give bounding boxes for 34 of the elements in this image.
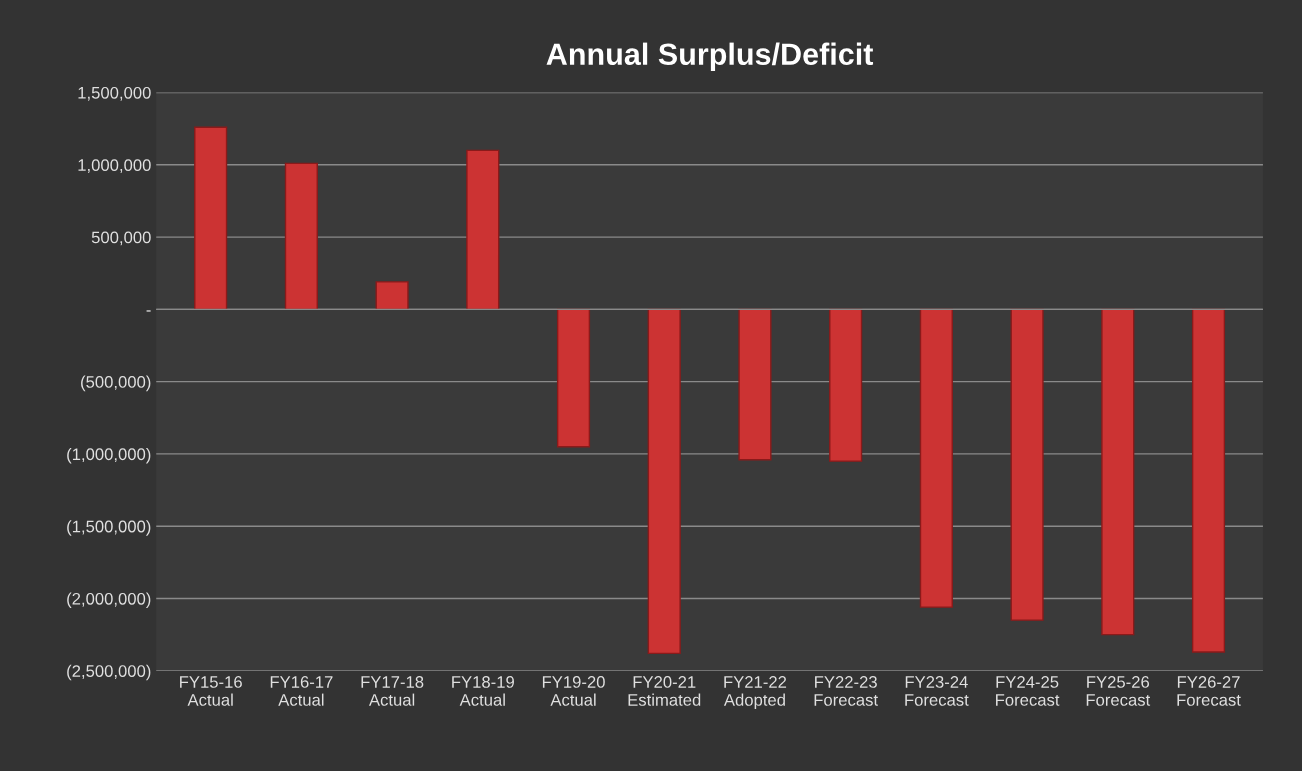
chart-title: Annual Surplus/Deficit <box>546 42 874 72</box>
bar <box>556 308 591 448</box>
x-tick-label: FY25-26 Forecast <box>1086 676 1151 706</box>
x-tick-label: FY18-19 Actual <box>452 676 514 706</box>
x-tick-label: FY19-20 Actual <box>542 676 605 706</box>
y-tick-label: (2,500,000) <box>67 664 151 681</box>
x-tick-label: FY20-21 Estimated <box>628 676 701 706</box>
bar <box>375 281 409 311</box>
y-tick-label: (1,000,000) <box>67 447 151 464</box>
x-tick-label: FY23-24 Forecast <box>905 676 969 706</box>
y-tick-label: 500,000 <box>91 231 151 246</box>
x-tick-label: FY26-27 Forecast <box>1177 676 1241 706</box>
x-tick-label: FY15-16 Actual <box>180 676 242 706</box>
y-tick-label: (500,000) <box>81 375 151 392</box>
bar <box>1010 308 1044 621</box>
x-tick-label: FY21-22 Adopted <box>723 676 787 710</box>
bar <box>829 308 863 462</box>
bar <box>194 126 228 311</box>
y-tick-label: - <box>146 310 151 312</box>
bar <box>466 149 500 311</box>
bar <box>1101 308 1135 636</box>
bar <box>919 308 953 608</box>
x-tick-label: FY24-25 Forecast <box>996 676 1060 706</box>
y-tick-label: (1,500,000) <box>67 520 151 536</box>
y-tick-label: 1,500,000 <box>78 86 151 101</box>
bar <box>738 308 772 461</box>
x-tick-label: FY17-18 Actual <box>361 676 424 706</box>
bar <box>1191 308 1226 653</box>
bar <box>284 162 318 311</box>
x-tick-label: FY16-17 Actual <box>270 676 333 706</box>
x-tick-label: FY22-23 Forecast <box>814 676 878 706</box>
y-tick-label: (2,000,000) <box>67 592 151 608</box>
y-tick-label: 1,000,000 <box>78 159 151 173</box>
bar <box>647 308 681 655</box>
